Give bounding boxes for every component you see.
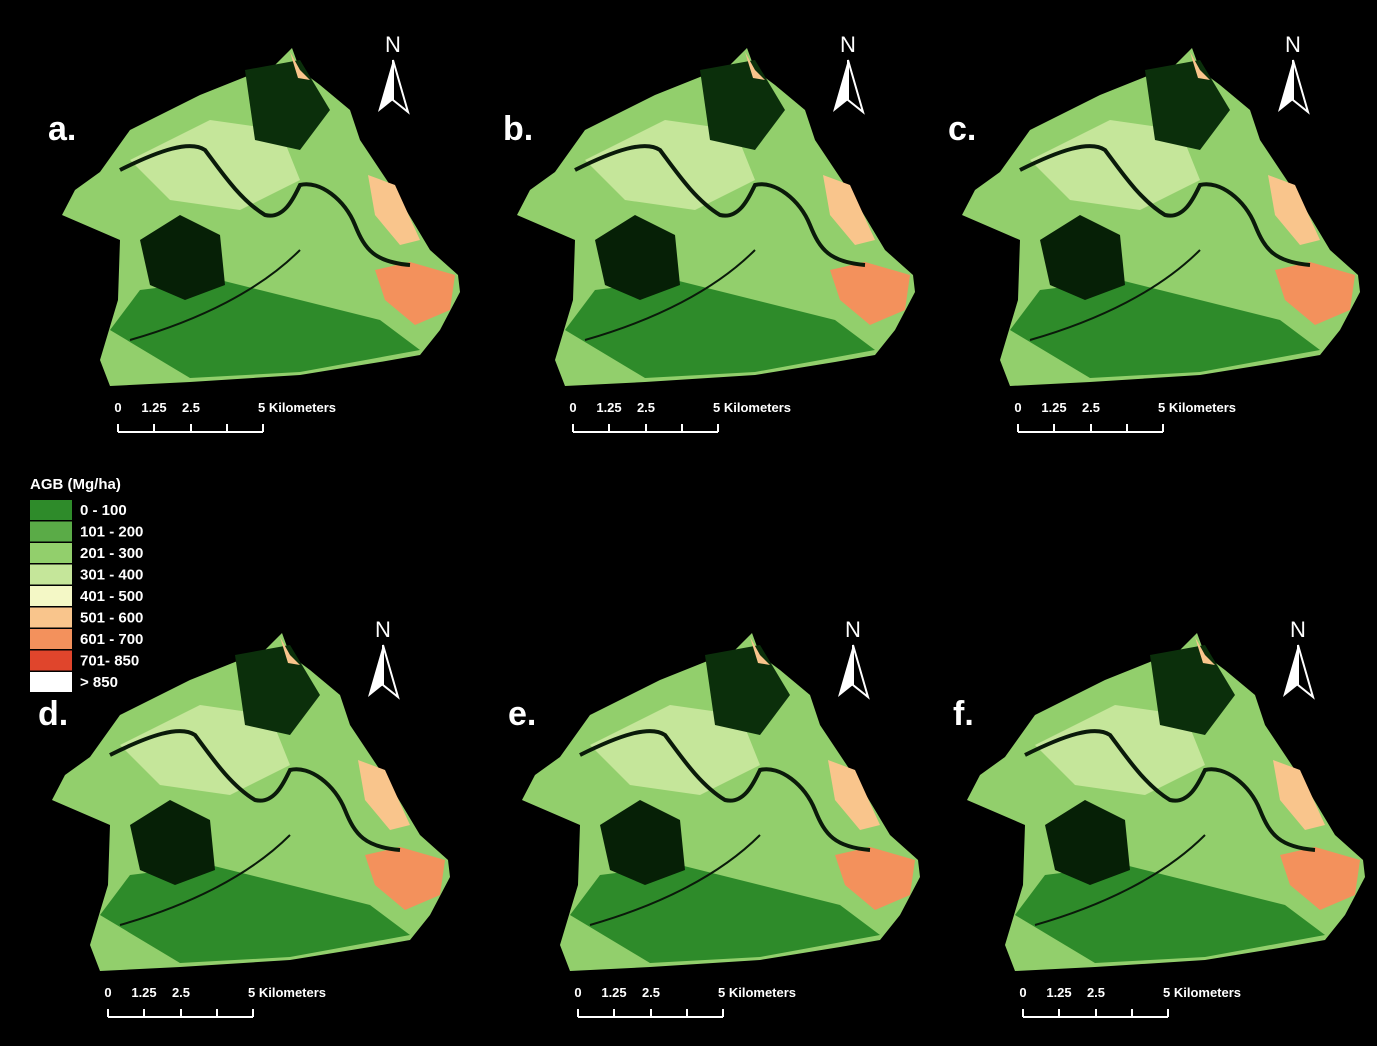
scale-label: 5 Kilometers [1158,400,1236,415]
scale-label: 1.25 [596,400,621,415]
scale-label: 2.5 [1087,985,1105,1000]
scale-label: 2.5 [172,985,190,1000]
scale-label: 1.25 [601,985,626,1000]
scale-label: 2.5 [637,400,655,415]
scale-label: 5 Kilometers [248,985,326,1000]
legend-swatch [30,543,72,563]
legend-swatch [30,522,72,542]
legend-swatch [30,608,72,628]
scale-label: 0 [104,985,111,1000]
north-label: N [845,617,861,642]
panel-label: a. [48,110,76,148]
scale-label: 0 [1019,985,1026,1000]
panel-label: c. [948,110,976,148]
legend-label: 201 - 300 [80,545,143,562]
scale-label: 2.5 [1082,400,1100,415]
legend-swatch [30,672,72,692]
legend-swatch [30,565,72,585]
scale-label: 1.25 [141,400,166,415]
scale-label: 0 [114,400,121,415]
north-label: N [840,32,856,57]
scale-label: 5 Kilometers [718,985,796,1000]
panel-label: f. [953,695,974,733]
scale-label: 5 Kilometers [258,400,336,415]
page: {"legend": {"title": "AGB (Mg/ha)", "ite… [0,0,1377,1046]
scale-label: 5 Kilometers [713,400,791,415]
scale-label: 1.25 [1046,985,1071,1000]
north-label: N [1290,617,1306,642]
north-label: N [385,32,401,57]
scale-label: 0 [569,400,576,415]
north-label: N [375,617,391,642]
scale-label: 1.25 [1041,400,1066,415]
legend-label: > 850 [80,674,118,691]
scale-label: 2.5 [182,400,200,415]
legend-swatch [30,586,72,606]
legend-label: 401 - 500 [80,588,143,605]
figure: a. N 0 1.25 2.5 5 Kilometers b. N 0 1.25 2.5 5 Kilo… [0,0,1377,1046]
scale-label: 5 Kilometers [1163,985,1241,1000]
legend-swatch [30,651,72,671]
legend-label: 0 - 100 [80,502,127,519]
north-label: N [1285,32,1301,57]
panel-label: d. [38,695,68,733]
legend-label: 101 - 200 [80,524,143,541]
legend-swatch [30,500,72,520]
scale-label: 1.25 [131,985,156,1000]
legend-title: AGB (Mg/ha) [30,476,121,493]
scale-label: 2.5 [642,985,660,1000]
legend-label: 301 - 400 [80,567,143,584]
scale-label: 0 [1014,400,1021,415]
panel-label: e. [508,695,536,733]
legend-label: 501 - 600 [80,610,143,627]
legend-label: 701- 850 [80,653,139,670]
scale-label: 0 [574,985,581,1000]
legend-label: 601 - 700 [80,631,143,648]
legend-swatch [30,629,72,649]
panel-label: b. [503,110,533,148]
